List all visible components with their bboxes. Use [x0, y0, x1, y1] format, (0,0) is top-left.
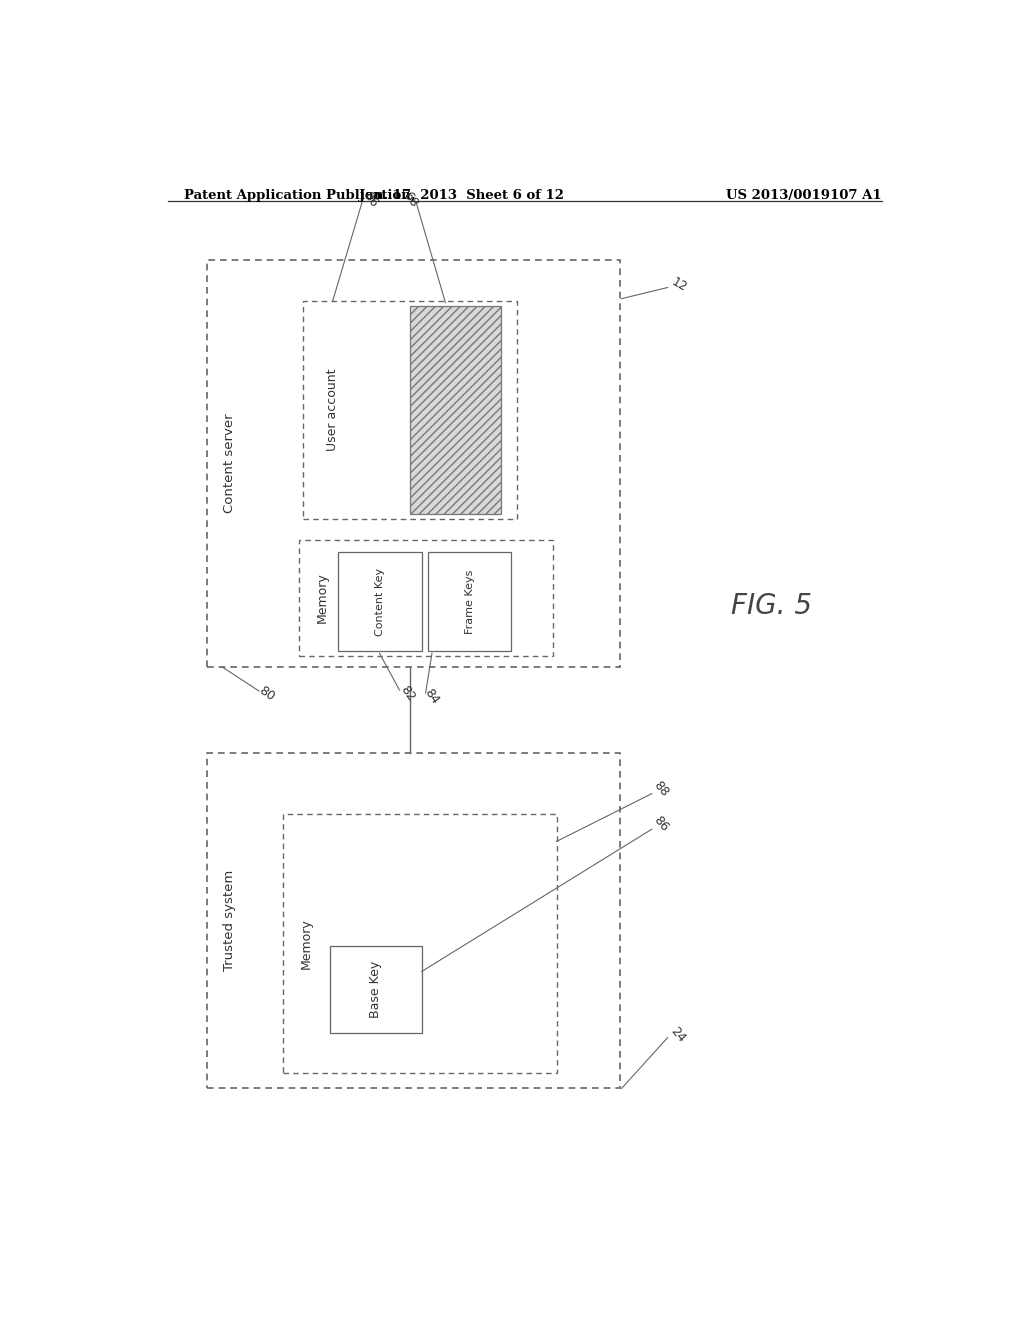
Text: Content server: Content server — [223, 413, 237, 513]
Text: 86: 86 — [651, 814, 672, 834]
Bar — [428, 552, 511, 651]
Bar — [299, 540, 553, 656]
Bar — [207, 752, 621, 1089]
Text: User account: User account — [327, 368, 339, 451]
Text: Memory: Memory — [316, 573, 329, 623]
Text: Memory: Memory — [300, 919, 313, 969]
Text: 84: 84 — [422, 686, 441, 706]
Text: 24: 24 — [668, 1024, 688, 1044]
Text: US 2013/0019107 A1: US 2013/0019107 A1 — [726, 189, 882, 202]
Text: Patent Application Publication: Patent Application Publication — [183, 189, 411, 202]
Text: 12: 12 — [670, 275, 689, 294]
Text: Base Key: Base Key — [370, 961, 383, 1018]
Bar — [207, 260, 621, 667]
Text: Jan. 17, 2013  Sheet 6 of 12: Jan. 17, 2013 Sheet 6 of 12 — [358, 189, 564, 202]
Text: FIG. 5: FIG. 5 — [731, 591, 812, 619]
Text: 80: 80 — [257, 684, 278, 704]
Text: 82: 82 — [397, 682, 417, 704]
Bar — [338, 552, 422, 651]
Bar — [331, 946, 422, 1032]
Text: Content Key: Content Key — [375, 568, 385, 636]
Text: 86: 86 — [360, 189, 380, 210]
Text: Trusted system: Trusted system — [223, 870, 237, 972]
Bar — [283, 814, 557, 1073]
Bar — [410, 306, 501, 515]
Bar — [303, 301, 517, 519]
Text: 88: 88 — [651, 779, 672, 799]
Text: Frame Keys: Frame Keys — [465, 569, 475, 634]
Text: 68: 68 — [400, 189, 421, 210]
